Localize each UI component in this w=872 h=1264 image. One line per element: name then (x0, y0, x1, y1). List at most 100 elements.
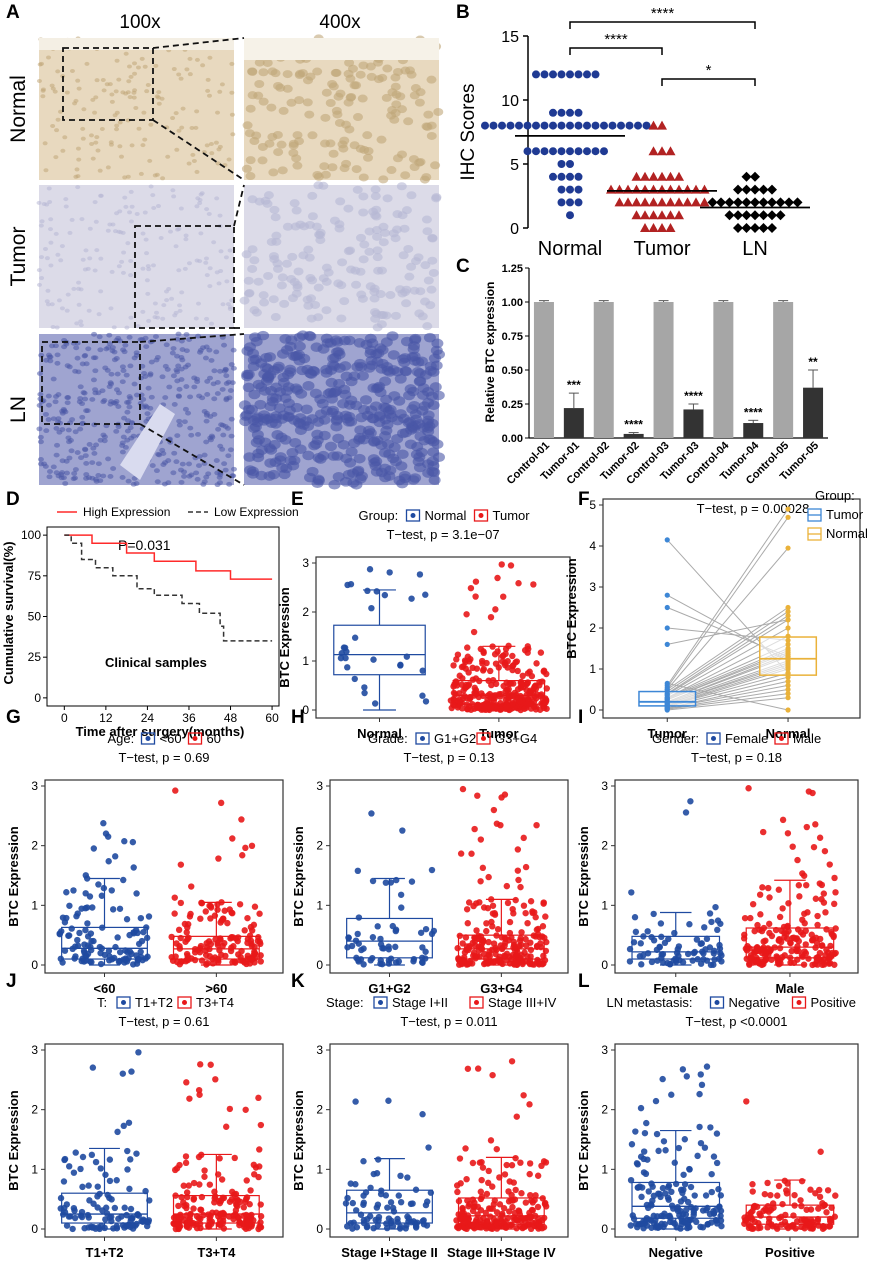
cell-texture (114, 123, 120, 128)
cell-texture (422, 386, 435, 397)
cell-texture (44, 256, 50, 261)
data-point (469, 676, 477, 683)
data-point (479, 864, 487, 872)
data-point (352, 937, 360, 944)
cell-texture (194, 169, 200, 174)
data-point (187, 910, 194, 918)
cell-texture (409, 335, 422, 345)
data-point (686, 1165, 693, 1173)
data-point (481, 121, 489, 130)
data-point (97, 1165, 104, 1172)
cell-texture (50, 376, 57, 382)
data-point (143, 1218, 151, 1225)
cell-texture (150, 263, 156, 268)
cell-texture (339, 297, 350, 306)
data-point (193, 1224, 201, 1232)
data-point (476, 899, 483, 906)
cell-texture (72, 368, 79, 374)
data-point (832, 889, 839, 896)
cell-texture (191, 384, 198, 390)
cell-texture (293, 267, 304, 276)
data-point (418, 954, 426, 962)
data-point (344, 664, 351, 671)
data-point (697, 940, 704, 947)
data-point (785, 686, 791, 693)
data-point (818, 896, 825, 903)
cell-texture (251, 429, 264, 440)
cell-texture (195, 431, 202, 437)
data-point (181, 1202, 188, 1210)
cell-texture (282, 382, 295, 392)
cell-texture (148, 184, 154, 189)
cell-texture (128, 74, 134, 79)
data-point (89, 1064, 97, 1071)
data-point (664, 959, 671, 967)
cell-texture (197, 201, 203, 206)
cell-texture (86, 308, 92, 313)
data-point (557, 160, 566, 168)
data-point (758, 223, 769, 233)
data-point (121, 959, 128, 966)
cell-texture (343, 335, 356, 346)
cell-texture (71, 286, 77, 291)
data-point (501, 952, 508, 959)
data-point (129, 1222, 137, 1229)
cell-texture (387, 88, 398, 97)
data-point (778, 1213, 785, 1221)
legend-key-dot (478, 513, 484, 518)
cell-texture (370, 456, 383, 467)
ttest-label: T−test, p = 0.011 (400, 1014, 497, 1029)
cell-texture (93, 219, 99, 224)
data-point (392, 943, 399, 951)
cell-texture (125, 90, 131, 95)
cell-texture (372, 246, 383, 255)
cell-texture (411, 367, 424, 377)
data-point (223, 1123, 230, 1130)
data-point (381, 591, 389, 599)
data-point (741, 184, 752, 195)
cell-texture (46, 55, 52, 60)
inset-connector (152, 119, 245, 181)
pair-line (667, 697, 789, 711)
data-point (385, 1215, 393, 1222)
cell-texture (321, 306, 332, 315)
data-point (422, 925, 430, 933)
cell-texture (72, 467, 79, 472)
cell-texture (207, 414, 214, 419)
cell-texture (74, 321, 80, 326)
data-point (540, 70, 549, 79)
cell-texture (211, 368, 218, 374)
inset-box (62, 47, 154, 121)
data-point (242, 844, 249, 852)
cell-texture (45, 402, 52, 408)
data-point (489, 1071, 496, 1079)
data-point (478, 945, 486, 953)
y-tick-label: 0.25 (502, 399, 523, 411)
data-point (116, 948, 124, 956)
data-point (483, 1190, 491, 1198)
cell-texture (102, 365, 109, 371)
significance-label: **** (651, 5, 675, 22)
cell-texture (221, 368, 228, 374)
cell-texture (194, 57, 200, 62)
data-point (634, 1161, 641, 1168)
data-point (369, 934, 377, 941)
cell-texture (407, 475, 420, 485)
data-point (566, 70, 574, 79)
cell-texture (342, 469, 355, 480)
y-axis-label: Relative BTC expression (483, 282, 497, 423)
data-point (664, 641, 670, 648)
cell-texture (164, 298, 170, 303)
data-point (790, 959, 798, 966)
data-point (462, 1216, 470, 1223)
data-point (785, 637, 791, 643)
cell-texture (105, 456, 112, 462)
cell-texture (207, 266, 213, 271)
cell-texture (119, 475, 126, 480)
data-point (78, 957, 85, 965)
cell-texture (195, 301, 201, 306)
data-point (707, 197, 718, 208)
data-point (749, 959, 757, 966)
y-tick-label: 1 (316, 1162, 323, 1176)
cell-texture (176, 418, 183, 424)
